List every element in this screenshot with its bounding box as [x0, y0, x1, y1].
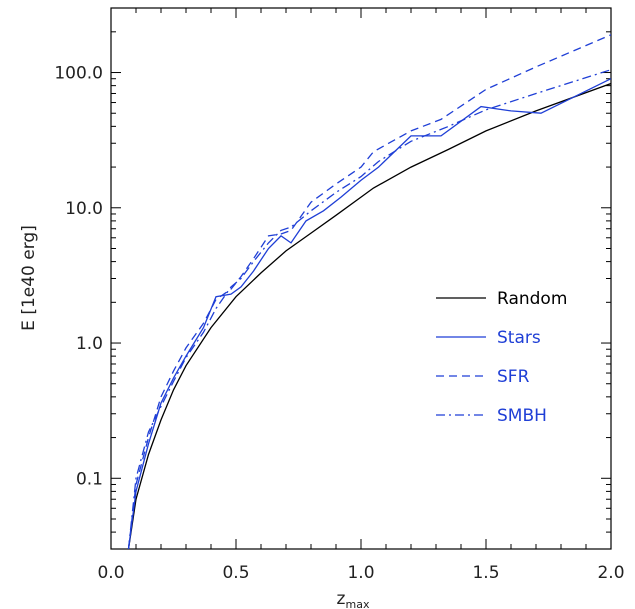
x-axis-label: zmax [337, 589, 370, 609]
axis-ticks [110, 7, 612, 550]
x-tick-label: 1.5 [472, 563, 499, 583]
x-axis-label-subscript: max [345, 598, 369, 609]
legend-label-sfr: SFR [497, 367, 530, 387]
x-tick-label: 1.0 [347, 563, 374, 583]
series-line-stars [127, 78, 611, 549]
x-tick-label: 0.5 [222, 563, 249, 583]
series-lines [127, 34, 611, 549]
y-tick-label: 10.0 [65, 199, 103, 219]
y-tick-label: 100.0 [54, 64, 103, 84]
y-tick-label: 1.0 [76, 334, 103, 354]
series-line-smbh [127, 69, 611, 549]
y-axis-label: E [1e40 erg] [19, 225, 39, 331]
legend-label-random: Random [497, 289, 567, 309]
y-tick-label: 0.1 [76, 469, 103, 489]
series-line-sfr [127, 34, 611, 549]
x-tick-label: 0.0 [97, 563, 124, 583]
axis-tick-labels: 0.0 0.5 1.0 1.5 2.0 0.1 1.0 10.0 100.0 [54, 64, 624, 583]
legend-label-smbh: SMBH [497, 406, 547, 426]
plot-frame [110, 7, 612, 550]
x-tick-label: 2.0 [597, 563, 624, 583]
series-line-random [127, 82, 611, 549]
legend-label-stars: Stars [497, 328, 541, 348]
legend: Random Stars SFR SMBH [436, 289, 567, 426]
